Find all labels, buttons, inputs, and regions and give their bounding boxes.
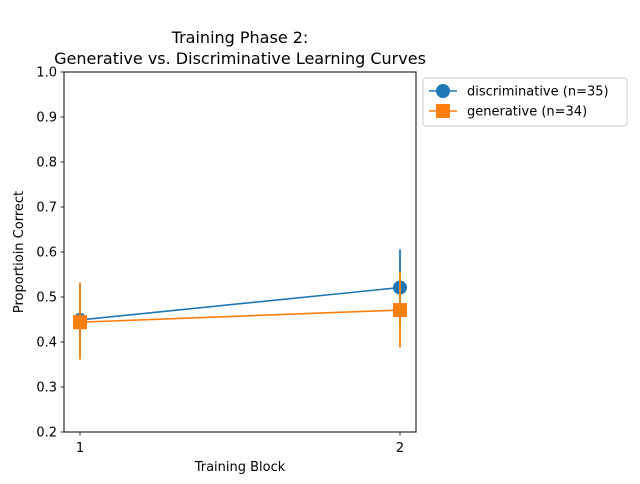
legend-label: generative (n=34): [467, 105, 587, 120]
chart-title-line-1: Training Phase 2:: [171, 28, 309, 47]
legend-box: [422, 77, 628, 127]
y-tick-label: 0.5: [36, 291, 57, 306]
y-tick-label: 0.8: [36, 156, 57, 171]
chart-title-line-2: Generative vs. Discriminative Learning C…: [54, 49, 426, 68]
data-point: [73, 315, 87, 330]
series-1: [73, 271, 407, 360]
legend-label: discriminative (n=35): [467, 85, 609, 100]
y-tick-label: 0.2: [36, 426, 57, 441]
series-line: [79, 309, 401, 323]
y-tick-label: 0.9: [36, 111, 57, 126]
legend-marker: [436, 84, 450, 98]
data-point: [393, 303, 407, 318]
x-tick-label: 1: [76, 441, 84, 456]
legend-marker: [436, 104, 450, 118]
axes-frame: [63, 71, 417, 433]
y-tick-label: 0.3: [36, 381, 57, 396]
series-0: [73, 249, 407, 356]
plot-area: [73, 249, 407, 360]
x-axis-label: Training Block: [194, 460, 286, 475]
y-axis-label: Proportioin Correct: [12, 191, 27, 313]
y-tick-label: 0.4: [36, 336, 57, 351]
series-line: [79, 286, 401, 321]
y-tick-label: 1.0: [36, 66, 57, 81]
legend: discriminative (n=35) generative (n=34): [422, 77, 628, 127]
y-tick-label: 0.6: [36, 246, 57, 261]
axis-ticks: 0.2 0.3 0.4 0.5 0.6 0.7 0.8 0.9 1.0 1 2: [36, 66, 404, 457]
y-tick-label: 0.7: [36, 201, 57, 216]
x-tick-label: 2: [396, 441, 404, 456]
